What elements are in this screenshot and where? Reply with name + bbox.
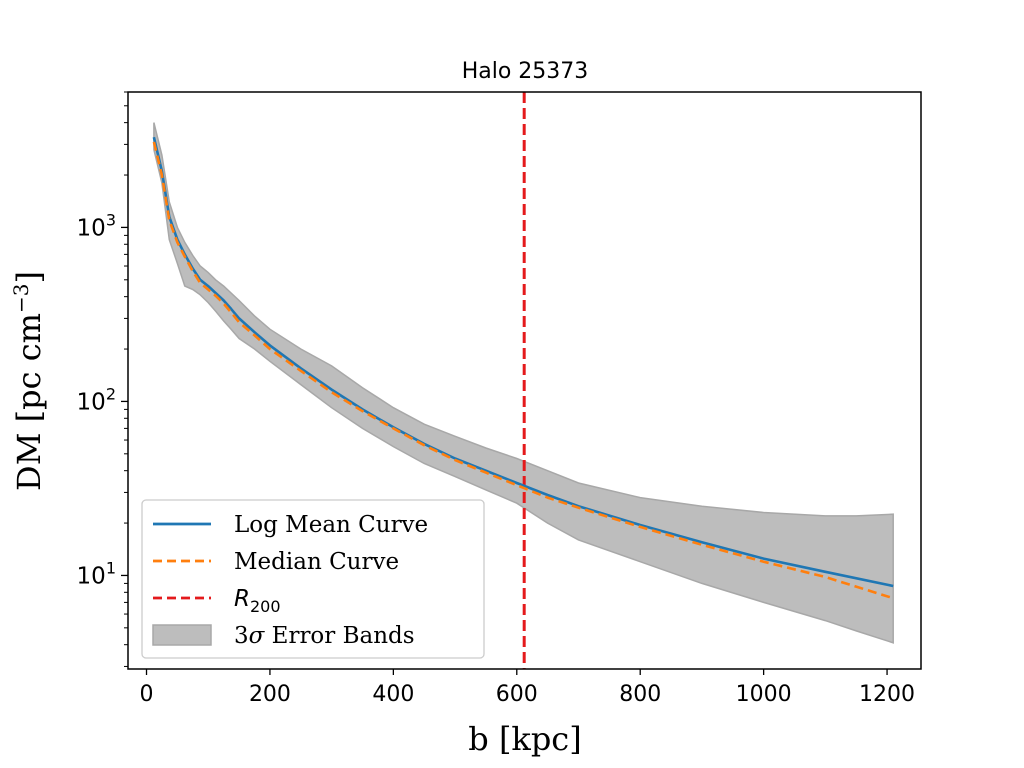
legend-label: Log Mean Curve <box>234 512 428 538</box>
y-axis-label-exponent: −3 <box>9 284 33 313</box>
median-curve <box>152 141 894 600</box>
plot-frame <box>127 91 922 670</box>
axes: 0 200 400 600 800 1000 1200 101 102 103 <box>77 91 922 707</box>
legend-item: 3σ Error Bands <box>152 623 415 649</box>
x-tick-label: 0 <box>140 682 154 707</box>
y-axis-label-close: ] <box>10 271 48 283</box>
y-tick-label: 102 <box>77 384 116 415</box>
legend-label: R200 <box>234 586 281 616</box>
x-tick-label: 1200 <box>859 682 915 707</box>
chart-title: Halo 25373 <box>462 59 589 84</box>
legend: Log Mean Curve Median Curve R200 3σ Error B… <box>141 499 485 659</box>
x-tick-label: 800 <box>619 682 661 707</box>
legend-label: 3σ Error Bands <box>234 623 415 649</box>
legend-item: Median Curve <box>153 549 399 575</box>
legend-item: Log Mean Curve <box>153 512 428 538</box>
x-tick-label: 400 <box>372 682 414 707</box>
legend-item: R200 <box>153 586 281 616</box>
y-tick-label: 101 <box>77 558 116 589</box>
x-tick-label: 600 <box>496 682 538 707</box>
y-axis-label: DM [pc cm−3] <box>9 271 48 491</box>
x-tick-label: 200 <box>249 682 291 707</box>
plot-content <box>152 92 894 669</box>
x-tick-label: 1000 <box>736 682 792 707</box>
legend-label: Median Curve <box>234 549 399 575</box>
y-axis-label-main: DM [pc cm <box>10 313 48 491</box>
plot-area <box>152 92 894 669</box>
error-band <box>153 122 894 644</box>
legend-swatch <box>152 624 212 646</box>
x-axis-label: b [kpc] <box>468 720 581 758</box>
legend-box <box>141 499 485 659</box>
y-tick-label: 103 <box>77 210 116 241</box>
